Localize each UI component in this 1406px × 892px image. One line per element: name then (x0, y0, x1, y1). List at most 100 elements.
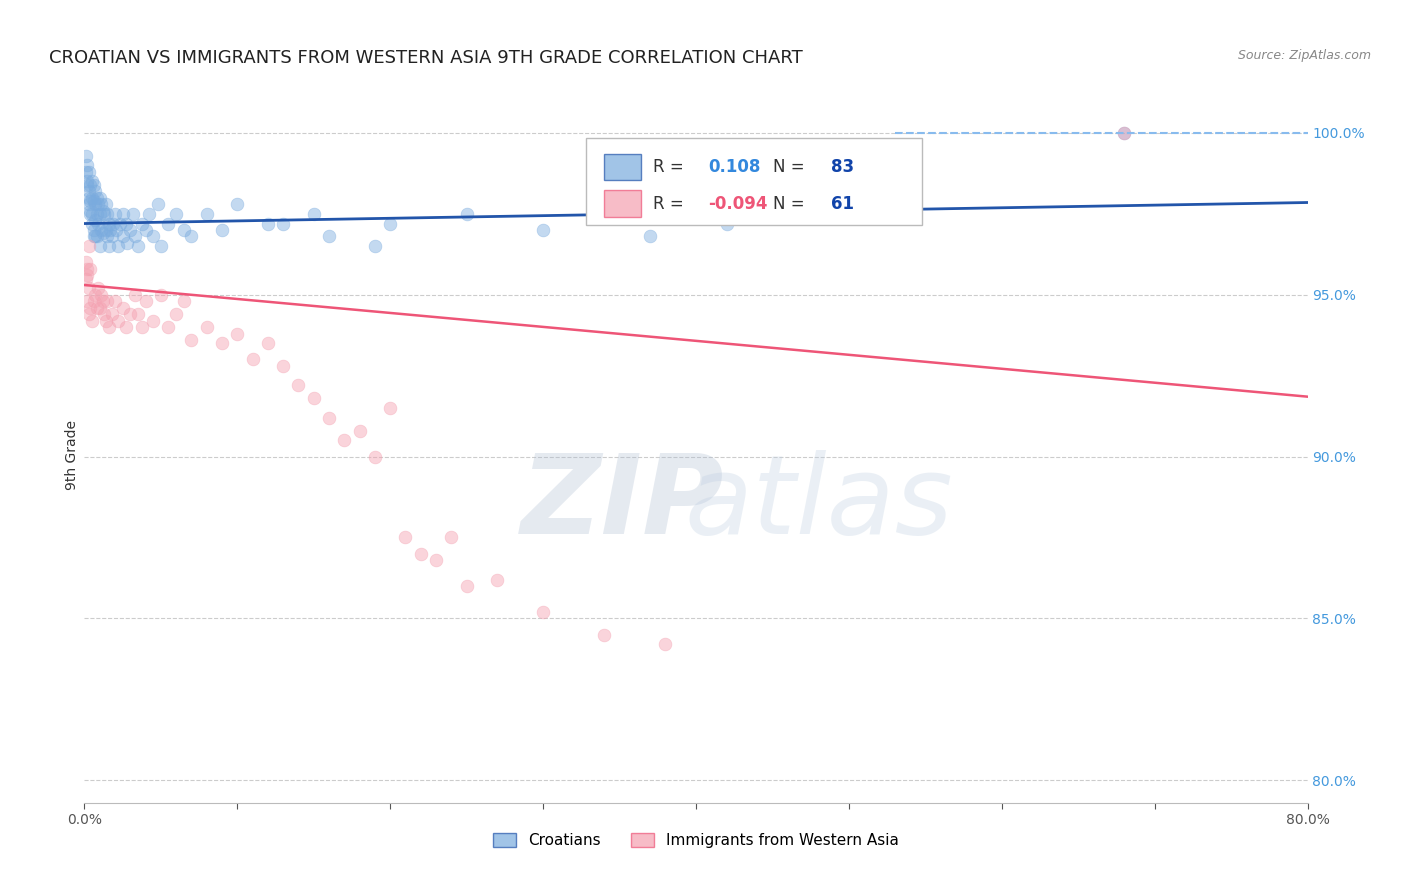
Point (638, 229, 661, 244)
Point (84, 213, 107, 227)
Point (114, 320, 136, 334)
Point (90, 197, 112, 211)
Point (111, 229, 134, 244)
Point (127, 307, 149, 321)
Point (83, 294, 105, 309)
Point (94, 197, 117, 211)
Point (77, 281, 100, 295)
Point (101, 229, 124, 244)
Point (226, 326, 249, 341)
Point (75, 255, 97, 269)
Point (75, 165, 97, 179)
Point (83, 229, 105, 244)
Point (302, 207, 325, 221)
Point (120, 223, 142, 237)
Point (77, 307, 100, 321)
Point (77, 165, 100, 179)
Point (80, 207, 103, 221)
Point (97, 320, 120, 334)
Point (89, 301, 111, 315)
Point (76, 174, 98, 188)
Point (97, 239, 120, 253)
Text: CROATIAN VS IMMIGRANTS FROM WESTERN ASIA 9TH GRADE CORRELATION CHART: CROATIAN VS IMMIGRANTS FROM WESTERN ASIA… (49, 49, 803, 67)
Point (84, 184, 107, 198)
Point (333, 434, 356, 448)
Point (83, 223, 105, 237)
Point (86, 191, 108, 205)
Point (98, 223, 121, 237)
Text: R =: R = (654, 159, 683, 177)
Point (89, 191, 111, 205)
Point (84, 287, 107, 301)
Point (76, 294, 98, 309)
Point (107, 239, 129, 253)
Point (80, 313, 103, 327)
Point (242, 352, 264, 367)
Point (89, 239, 111, 253)
Point (135, 223, 157, 237)
Point (364, 239, 387, 253)
Point (77, 239, 100, 253)
Point (165, 307, 187, 321)
Point (173, 223, 195, 237)
Point (111, 207, 134, 221)
Point (77, 197, 100, 211)
Point (86, 301, 108, 315)
Text: atlas: atlas (683, 450, 953, 558)
Point (86, 229, 108, 244)
Point (131, 320, 153, 334)
Text: N =: N = (773, 195, 804, 213)
Point (173, 294, 195, 309)
Point (108, 217, 131, 231)
Text: N =: N = (773, 159, 804, 177)
Point (195, 320, 218, 334)
Point (107, 313, 129, 327)
Point (456, 579, 478, 593)
Point (318, 410, 340, 425)
Point (349, 424, 371, 438)
Point (104, 207, 127, 221)
Legend: Croatians, Immigrants from Western Asia: Croatians, Immigrants from Western Asia (486, 827, 905, 855)
Point (131, 217, 153, 231)
Point (79, 261, 101, 276)
Point (79, 178, 101, 192)
Point (271, 217, 294, 231)
Point (79, 207, 101, 221)
Point (101, 307, 124, 321)
Point (103, 217, 125, 231)
Point (115, 235, 138, 250)
Point (120, 307, 142, 321)
Point (257, 336, 280, 351)
Point (83, 178, 105, 192)
Text: Source: ZipAtlas.com: Source: ZipAtlas.com (1237, 49, 1371, 62)
Point (456, 207, 478, 221)
Point (211, 223, 233, 237)
Point (114, 217, 136, 231)
Point (180, 229, 202, 244)
Point (76, 158, 98, 172)
Point (302, 392, 325, 406)
Bar (605, 190, 641, 217)
Point (87, 197, 110, 211)
Point (94, 313, 117, 327)
Point (91, 294, 114, 309)
Point (593, 627, 616, 641)
Point (93, 207, 115, 221)
Point (90, 223, 112, 237)
Text: -0.094: -0.094 (709, 195, 768, 213)
Point (76, 268, 98, 283)
Point (287, 378, 309, 392)
Point (83, 194, 105, 208)
Point (79, 203, 101, 218)
Point (149, 287, 172, 301)
Point (75, 148, 97, 162)
Point (165, 207, 187, 221)
Text: 0.108: 0.108 (709, 159, 761, 177)
Point (80, 217, 103, 231)
Point (91, 203, 114, 218)
Point (94, 223, 117, 237)
Point (97, 217, 120, 231)
Point (364, 450, 387, 464)
Point (111, 301, 134, 315)
Point (77, 191, 100, 205)
